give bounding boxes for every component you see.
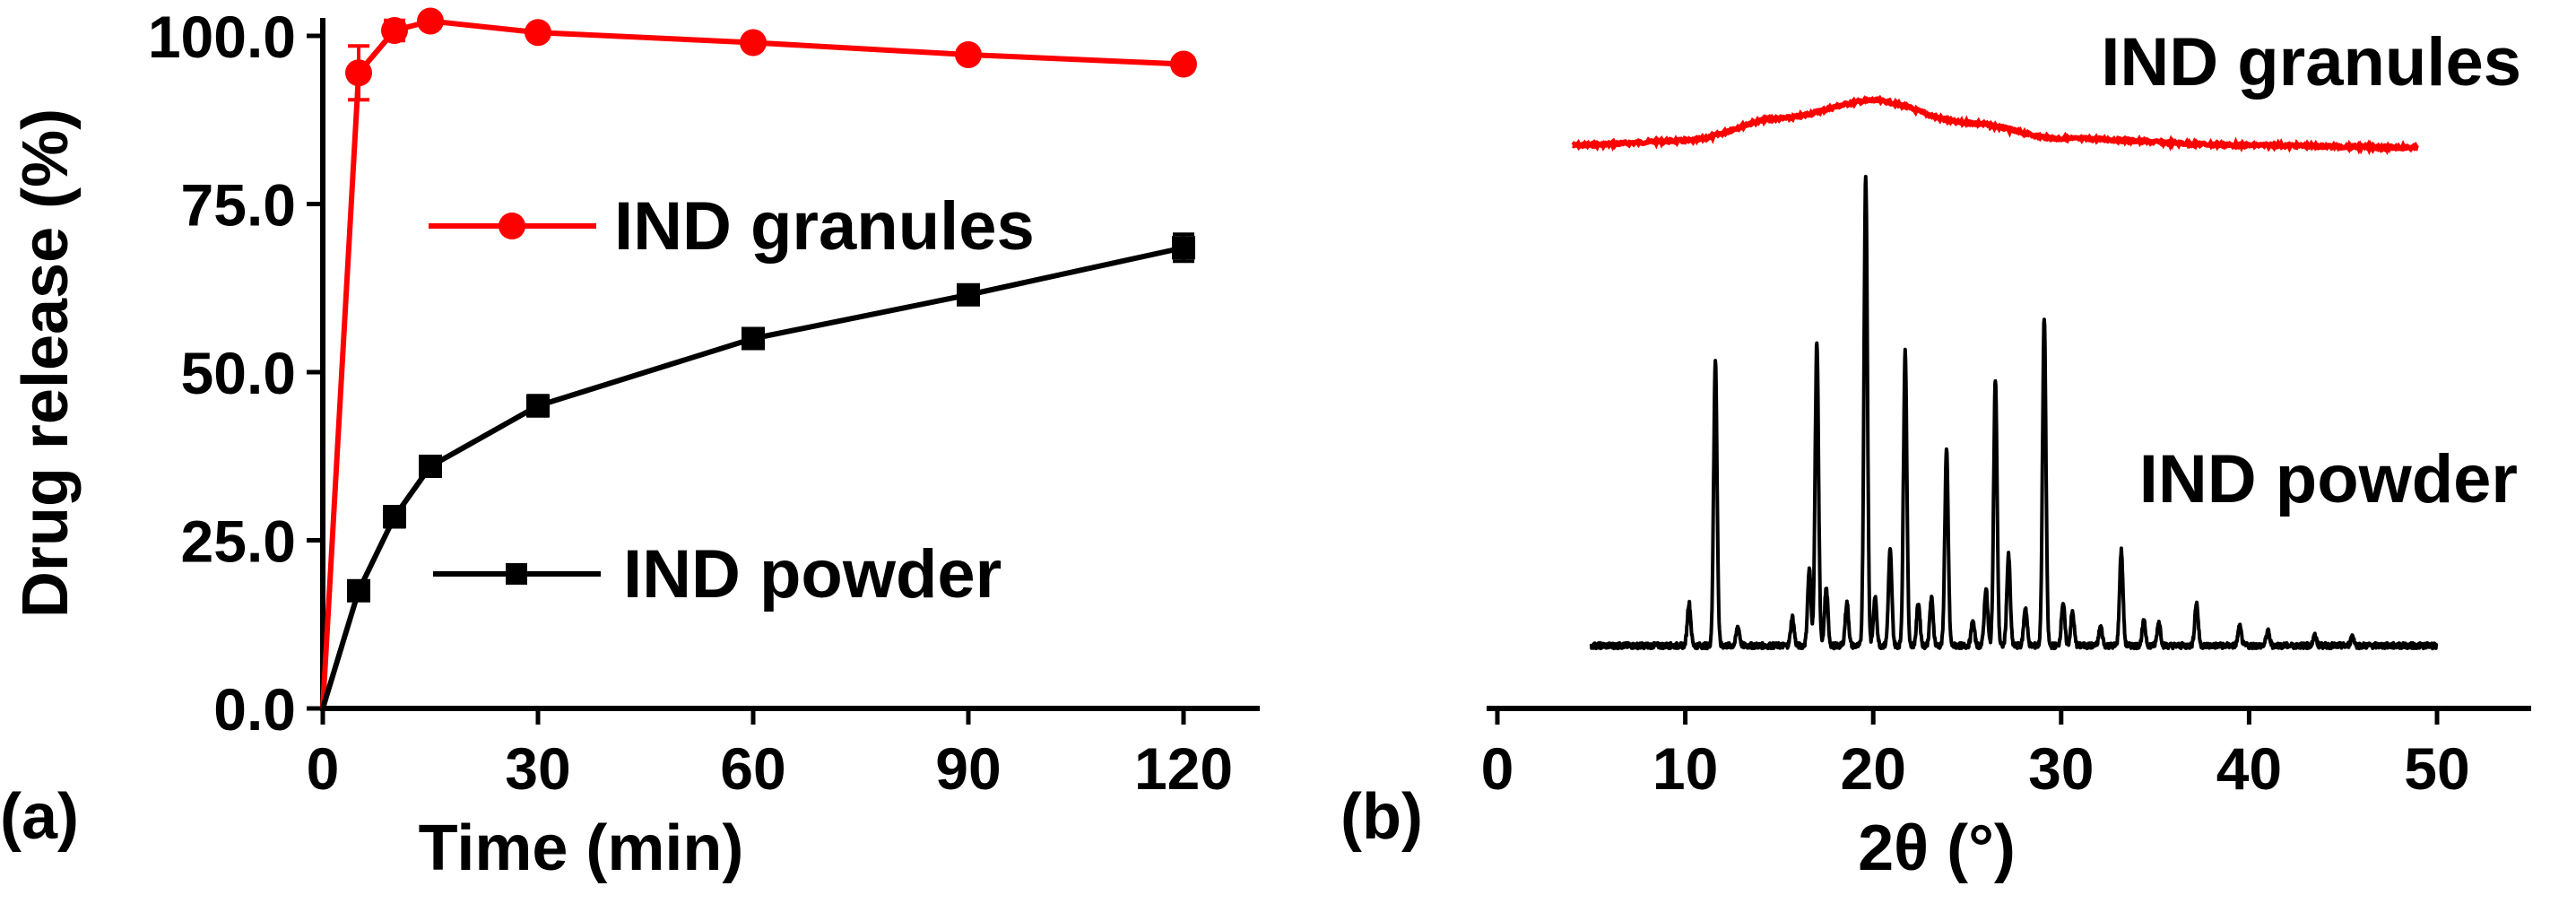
- panel-a-x-tick-label: 0: [307, 735, 340, 802]
- panel-a-y-label: Drug release (%): [10, 109, 82, 618]
- panel-b-x-tick-label: 0: [1481, 735, 1514, 802]
- panel-b-x-tick-label: 30: [2028, 735, 2094, 802]
- data-point: [955, 41, 982, 68]
- legend-granules-marker: [499, 213, 525, 239]
- panel-a-x-tick-label: 30: [505, 735, 570, 802]
- data-point: [417, 7, 444, 35]
- panel-a-y-tick-label: 100.0: [148, 4, 296, 70]
- panel-b-x-label: 2θ (°): [1858, 812, 2016, 884]
- data-point: [740, 29, 767, 56]
- panel-b-series: [1571, 94, 2439, 651]
- data-point: [1172, 236, 1195, 260]
- panel-a-label: (a): [0, 781, 79, 853]
- panel-b-x-tick-label: 20: [1840, 735, 1905, 802]
- panel-b-powder-label: IND powder: [2139, 441, 2518, 517]
- panel-b-xrd-chart: 0 10 20 30 40 50 IND granules IND powder 2θ (…: [1340, 24, 2531, 884]
- series-powder-xrd: [1589, 174, 2439, 651]
- panel-a-release-chart: 0 30 60 90 120 0.0 25.0 50.0 75.0 100.0 IND gran…: [0, 4, 1260, 884]
- panel-a-y-tick-label: 25.0: [181, 508, 296, 575]
- panel-a-x-ticks: 0 30 60 90 120: [307, 708, 1233, 802]
- series-granules-xrd: [1571, 94, 2419, 156]
- data-point: [419, 455, 442, 478]
- series-powder: [320, 232, 1195, 709]
- legend-powder-label: IND powder: [623, 536, 1002, 612]
- legend-powder-marker: [506, 563, 527, 585]
- panel-b-x-tick-label: 10: [1652, 735, 1718, 802]
- data-point: [525, 19, 551, 47]
- panel-a-x-tick-label: 120: [1134, 735, 1233, 802]
- legend-granules-label: IND granules: [614, 188, 1035, 265]
- panel-a-x-tick-label: 90: [935, 735, 1001, 802]
- data-point: [742, 326, 765, 351]
- panel-b-x-tick-label: 50: [2404, 735, 2469, 802]
- panel-b-x-ticks: 0 10 20 30 40 50: [1481, 708, 2470, 802]
- panel-a-y-tick-label: 75.0: [181, 172, 296, 239]
- data-point: [383, 505, 406, 529]
- data-point: [345, 59, 372, 87]
- data-point: [381, 17, 408, 44]
- panel-a-x-label: Time (min): [419, 812, 744, 884]
- panel-a-y-tick-label: 50.0: [181, 340, 296, 406]
- series-line: [320, 245, 1184, 709]
- panel-b-x-tick-label: 40: [2216, 735, 2282, 802]
- panel-a-series: [320, 7, 1197, 709]
- data-point: [526, 394, 550, 418]
- data-point: [347, 578, 370, 603]
- panel-a-x-tick-label: 60: [720, 735, 785, 802]
- data-point: [1170, 50, 1197, 78]
- panel-a-y-tick-label: 0.0: [213, 676, 296, 743]
- data-point: [957, 282, 980, 307]
- panel-b-granules-label: IND granules: [2101, 24, 2521, 100]
- series-granules: [320, 7, 1197, 709]
- panel-b-label: (b): [1340, 781, 1423, 853]
- panel-a-y-ticks: 0.0 25.0 50.0 75.0 100.0: [148, 4, 323, 743]
